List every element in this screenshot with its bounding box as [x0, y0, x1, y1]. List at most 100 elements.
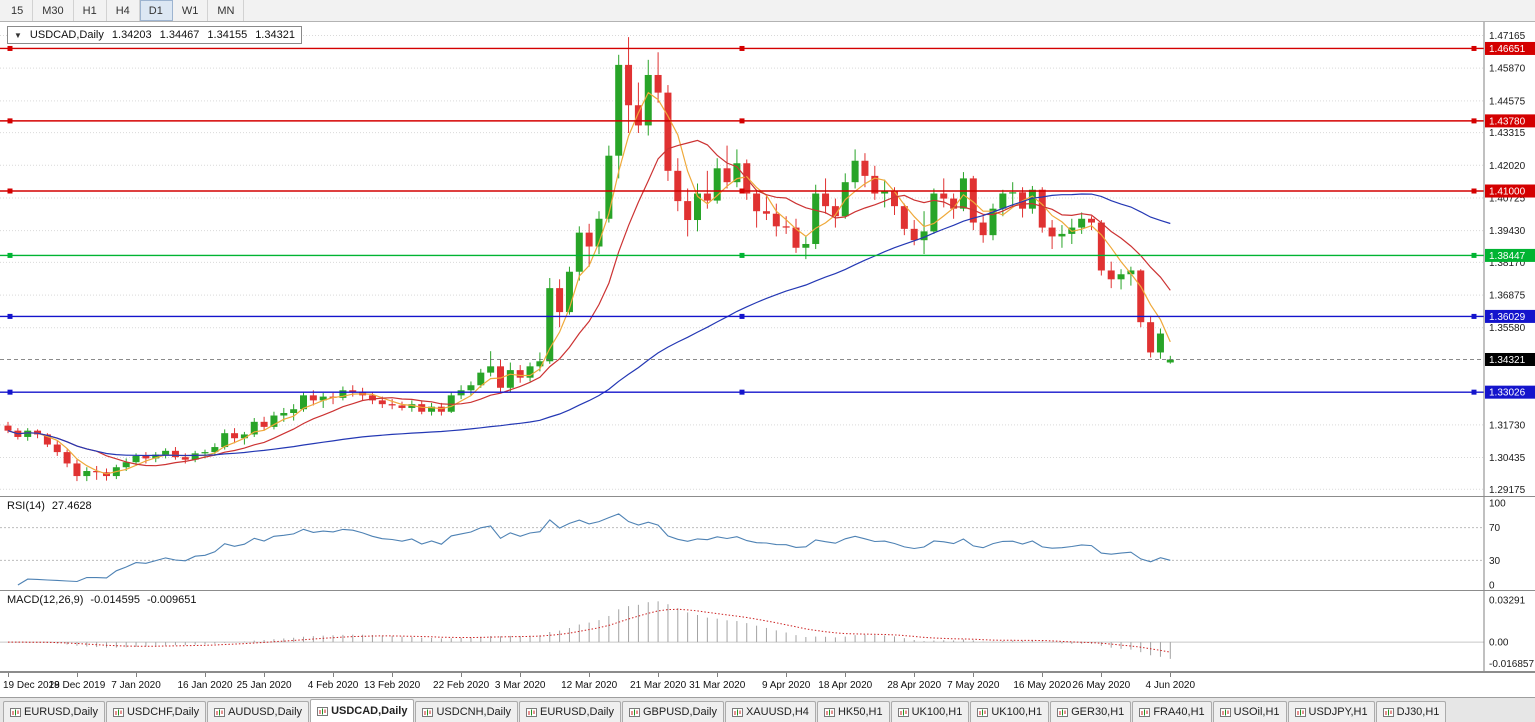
price-badge: [1485, 41, 1535, 55]
svg-text:30: 30: [1489, 556, 1501, 567]
svg-text:1.36029: 1.36029: [1489, 312, 1526, 323]
price-badge: [1485, 352, 1535, 366]
time-tick: [520, 673, 522, 677]
price-axis[interactable]: [1484, 22, 1535, 497]
rsi-canvas[interactable]: 100 70 30 0: [0, 497, 1535, 591]
date-label: 19 Dec 2019: [3, 680, 60, 691]
chart-tab-fra40-h1[interactable]: FRA40,H1: [1132, 701, 1212, 722]
time-tick: [76, 673, 78, 677]
time-tick: [914, 673, 916, 677]
chart-tab-gbpusd-daily[interactable]: GBPUSD,Daily: [622, 701, 724, 722]
chart-tab-usoil-h1[interactable]: USOil,H1: [1212, 701, 1287, 722]
symbol-dropdown-icon[interactable]: ▼: [14, 30, 22, 40]
chart-tab-usdchf-daily[interactable]: USDCHF,Daily: [105, 701, 207, 722]
timeframe-d1[interactable]: D1: [139, 0, 173, 21]
price-chart-panel: 1.47165 1.45870 1.44575 1.43315 1.42020 1.407…: [0, 22, 1535, 497]
timeframe-15[interactable]: 15: [2, 0, 34, 21]
tab-label: GBPUSD,Daily: [643, 706, 717, 718]
chart-icon: [1057, 707, 1069, 717]
chart-tab-ger30-h1[interactable]: GER30,H1: [1050, 701, 1132, 722]
svg-text:1.42020: 1.42020: [1489, 161, 1526, 172]
macd-histogram: [17, 601, 1171, 659]
chart-icon: [317, 706, 329, 716]
chart-tab-usdjpy-h1[interactable]: USDJPY,H1: [1287, 701, 1375, 722]
price-chart-canvas[interactable]: 1.47165 1.45870 1.44575 1.43315 1.42020 1.407…: [0, 22, 1535, 497]
chart-icon: [1219, 707, 1231, 717]
macd-signal-line: [8, 608, 1171, 653]
chart-icon: [10, 707, 21, 717]
svg-text:0: 0: [1489, 581, 1495, 592]
svg-text:1.38170: 1.38170: [1489, 258, 1526, 269]
chart-tab-uk100-h1[interactable]: UK100,H1: [970, 701, 1050, 722]
tab-label: DJ30,H1: [1396, 706, 1440, 718]
chart-tab-usdcnh-daily[interactable]: USDCNH,Daily: [415, 701, 519, 722]
time-tick: [1042, 673, 1044, 677]
ohlc-high: 1.34467: [159, 29, 200, 41]
time-tick: [264, 673, 266, 677]
svg-text:1.39430: 1.39430: [1489, 226, 1526, 237]
svg-text:1.47165: 1.47165: [1489, 31, 1526, 42]
price-badge: [1485, 184, 1535, 198]
svg-text:1.30435: 1.30435: [1489, 453, 1526, 464]
chart-tab-xauusd-h4[interactable]: XAUUSD,H4: [724, 701, 816, 722]
time-tick: [205, 673, 206, 677]
timeframe-mn[interactable]: MN: [208, 0, 245, 21]
timeframe-w1[interactable]: W1: [173, 0, 209, 21]
svg-text:1.45870: 1.45870: [1489, 64, 1526, 75]
chart-icon: [823, 707, 835, 717]
date-label: 22 Feb 2020: [433, 680, 490, 691]
tab-label: FRA40,H1: [1153, 706, 1205, 718]
date-label: 25 Jan 2020: [236, 680, 292, 691]
ma-50-line: [7, 193, 1171, 457]
macd-canvas[interactable]: 0.03291 0.00 -0.016857: [0, 591, 1535, 672]
candles-layer: [4, 37, 1174, 482]
chart-tab-usdcad-daily[interactable]: USDCAD,Daily: [310, 699, 415, 722]
chart-tab-uk100-h1[interactable]: UK100,H1: [890, 701, 970, 722]
svg-text:1.33026: 1.33026: [1489, 388, 1526, 399]
chart-tab-dj30-h1[interactable]: DJ30,H1: [1375, 701, 1447, 722]
rsi-panel: 100 70 30 0 RSI(14) 27.4628: [0, 497, 1535, 591]
time-tick: [973, 673, 975, 677]
price-gridlines: 1.47165 1.45870 1.44575 1.43315 1.42020 1.407…: [0, 31, 1526, 496]
svg-text:1.31730: 1.31730: [1489, 420, 1526, 431]
date-label: 12 Mar 2020: [561, 680, 618, 691]
time-tick: [786, 673, 788, 677]
tab-label: USDCAD,Daily: [331, 705, 408, 717]
tab-label: GER30,H1: [1071, 706, 1125, 718]
chart-title-box[interactable]: ▼ USDCAD,Daily 1.34203 1.34467 1.34155 1…: [7, 26, 302, 44]
macd-panel: 0.03291 0.00 -0.016857 MACD(12,26,9) -0.01…: [0, 591, 1535, 672]
chart-icon: [897, 707, 909, 717]
chart-tab-eurusd-daily[interactable]: EURUSD,Daily: [519, 701, 621, 722]
ma-4-line: [7, 91, 1171, 475]
chart-tab-audusd-daily[interactable]: AUDUSD,Daily: [207, 701, 310, 722]
chart-icon: [1294, 707, 1306, 717]
timeframe-h1[interactable]: H1: [74, 0, 107, 21]
tab-label: UK100,H1: [911, 706, 963, 718]
price-badge: [1485, 385, 1535, 399]
chart-icon: [1382, 707, 1394, 717]
tab-label: USDJPY,H1: [1308, 706, 1368, 718]
tab-label: USDCNH,Daily: [436, 706, 512, 718]
ma-10-line: [7, 139, 1171, 467]
rsi-value: 27.4628: [51, 500, 92, 512]
date-label: 13 Feb 2020: [364, 680, 421, 691]
svg-text:1.35580: 1.35580: [1489, 323, 1526, 334]
time-axis[interactable]: 19 Dec 2019 28 Dec 2019 7 Jan 2020 16 Jan 2…: [0, 672, 1535, 697]
svg-text:100: 100: [1489, 499, 1506, 510]
time-tick: [658, 673, 660, 677]
svg-text:1.40725: 1.40725: [1489, 193, 1526, 204]
ohlc-low: 1.34155: [207, 29, 248, 41]
chart-tab-eurusd-daily[interactable]: EURUSD,Daily: [3, 701, 105, 722]
timeframe-m30[interactable]: M30: [33, 0, 74, 21]
date-label: 31 Mar 2020: [689, 680, 746, 691]
ohlc-close: 1.34321: [255, 29, 295, 41]
time-tick: [1170, 673, 1172, 677]
tab-label: EURUSD,Daily: [24, 706, 98, 718]
tab-label: EURUSD,Daily: [540, 706, 614, 718]
price-badge: [1485, 114, 1535, 128]
time-tick: [8, 673, 9, 677]
chart-tab-hk50-h1[interactable]: HK50,H1: [816, 701, 890, 722]
timeframe-h4[interactable]: H4: [107, 0, 140, 21]
ohlc-open: 1.34203: [111, 29, 152, 41]
